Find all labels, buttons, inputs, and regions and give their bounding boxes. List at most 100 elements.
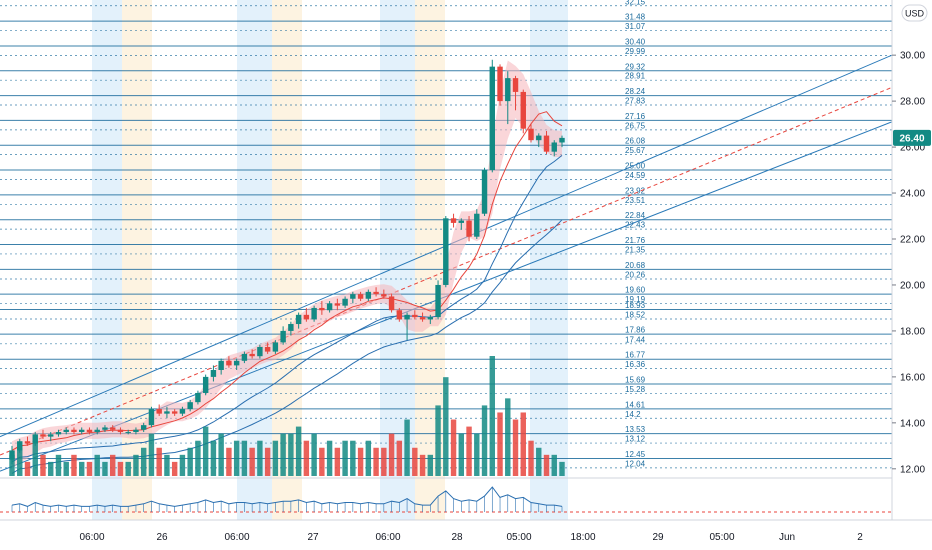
time-axis-label: 28 bbox=[451, 532, 463, 543]
candle bbox=[520, 89, 526, 134]
candle bbox=[373, 287, 379, 297]
candle-body bbox=[311, 307, 317, 320]
candle bbox=[71, 427, 77, 435]
candle bbox=[195, 390, 201, 405]
candle bbox=[125, 429, 131, 435]
price-level-label: 19.60 bbox=[625, 286, 646, 295]
envelope-shade bbox=[12, 60, 562, 469]
volume-bar bbox=[164, 454, 170, 476]
candle bbox=[381, 289, 387, 299]
price-level-label: 22.43 bbox=[625, 221, 646, 230]
volume-bar bbox=[218, 433, 224, 476]
volume-bar bbox=[350, 440, 356, 476]
price-level-label: 13.12 bbox=[625, 435, 646, 444]
price-axis-label: 20.00 bbox=[900, 280, 925, 291]
ma-slow-line bbox=[11, 219, 563, 474]
candle bbox=[210, 365, 217, 382]
candle bbox=[257, 344, 263, 359]
volume-bar bbox=[543, 454, 550, 476]
candle bbox=[311, 305, 317, 322]
price-level-label: 19.19 bbox=[625, 295, 646, 304]
candle-body bbox=[551, 142, 557, 152]
candle bbox=[79, 427, 85, 435]
price-level-label: 16.36 bbox=[625, 360, 646, 369]
candle bbox=[512, 75, 519, 111]
envelope-area bbox=[12, 60, 562, 469]
volume-bar bbox=[171, 461, 178, 476]
price-axis-label: 12.00 bbox=[900, 464, 925, 475]
candle bbox=[505, 71, 511, 125]
volume-bar bbox=[497, 412, 503, 476]
candle-body bbox=[536, 135, 542, 141]
price-axis-label: 18.00 bbox=[900, 326, 925, 337]
volume-bar bbox=[381, 447, 387, 476]
volume-bar bbox=[280, 433, 286, 476]
volume-bar bbox=[295, 426, 302, 476]
volume-bar bbox=[357, 447, 364, 476]
price-level-label: 27.16 bbox=[625, 112, 646, 121]
candle bbox=[412, 310, 418, 320]
candle-body bbox=[202, 376, 209, 393]
session-band bbox=[530, 0, 568, 520]
candle bbox=[171, 409, 178, 416]
volume-bar bbox=[233, 440, 240, 476]
price-level-label: 16.77 bbox=[625, 351, 646, 360]
price-axis-background bbox=[892, 0, 932, 550]
candle bbox=[264, 342, 271, 354]
volume-bar bbox=[551, 454, 557, 476]
volume-bar bbox=[512, 419, 519, 476]
time-axis-label: 2 bbox=[857, 532, 863, 543]
candle bbox=[133, 427, 139, 435]
price-level-label: 15.69 bbox=[625, 376, 646, 385]
price-level-label: 23.92 bbox=[625, 186, 646, 195]
candle-body bbox=[40, 434, 46, 437]
price-level-label: 14.61 bbox=[625, 400, 646, 409]
time-axis-label: Jun bbox=[779, 532, 795, 543]
candle bbox=[86, 427, 93, 435]
candle-body bbox=[326, 303, 333, 311]
volume-bar bbox=[102, 461, 108, 476]
price-level-label: 25.00 bbox=[625, 162, 646, 171]
volume-bar bbox=[86, 461, 93, 476]
price-level-label: 13.53 bbox=[625, 425, 646, 434]
candle bbox=[140, 422, 147, 433]
candle bbox=[334, 298, 341, 311]
volume-bar bbox=[319, 447, 325, 476]
price-level-label: 21.76 bbox=[625, 236, 646, 245]
volume-bar bbox=[24, 461, 31, 476]
candle bbox=[288, 321, 294, 336]
volume-bar bbox=[195, 440, 201, 476]
candle-body bbox=[388, 296, 395, 311]
candle-body bbox=[272, 342, 279, 352]
volume-bar bbox=[474, 433, 480, 476]
price-axis-label: 24.00 bbox=[900, 189, 925, 200]
volume-bar bbox=[94, 454, 100, 476]
candle-body bbox=[148, 409, 155, 426]
time-axis-label: 06:00 bbox=[79, 532, 104, 543]
candle-body bbox=[71, 429, 77, 433]
time-axis-label: 06:00 bbox=[224, 532, 249, 543]
moving-averages bbox=[11, 111, 563, 474]
price-level-label: 18.93 bbox=[625, 301, 646, 310]
candle-body bbox=[404, 314, 410, 320]
price-level-label: 21.35 bbox=[625, 245, 646, 254]
candle-body bbox=[187, 402, 193, 410]
candle bbox=[396, 307, 403, 322]
candle bbox=[295, 312, 302, 329]
price-level-label: 28.24 bbox=[625, 87, 646, 96]
candle-body bbox=[288, 324, 294, 331]
time-axis-label: 27 bbox=[307, 532, 319, 543]
currency-button[interactable]: USD bbox=[901, 4, 928, 22]
candle-body bbox=[241, 353, 248, 361]
price-axis[interactable]: 12.00 14.00 16.00 18.00 20.00 22.00 24.00 26.00… bbox=[892, 51, 925, 476]
volume-bar bbox=[156, 447, 162, 476]
candle-body bbox=[505, 78, 511, 102]
candle bbox=[466, 216, 472, 242]
candle-body bbox=[164, 411, 170, 414]
price-level-label: 31.07 bbox=[625, 22, 646, 31]
candle bbox=[427, 314, 434, 325]
volume-bar bbox=[9, 454, 15, 476]
time-axis[interactable]: 06:00 26 06:00 27 06:00 28 05:00 18:00 29 05:00 Ju… bbox=[79, 532, 863, 543]
price-level-label: 18.52 bbox=[625, 310, 646, 319]
